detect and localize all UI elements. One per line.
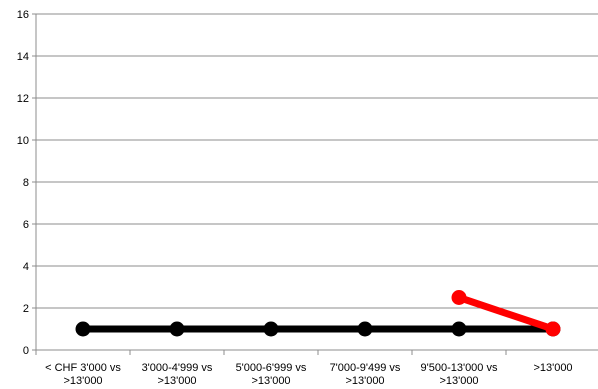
x-tick-label: < CHF 3'000 vs >13'000 (45, 362, 121, 387)
data-point (263, 321, 279, 337)
data-point (169, 321, 185, 337)
x-axis-tick-marks (35, 350, 507, 355)
y-axis-tick-labels: 0 2 4 6 8 10 12 14 16 (17, 9, 29, 357)
x-axis-category-labels: < CHF 3'000 vs >13'000 3'000-4'999 vs >13'0… (45, 362, 572, 387)
y-tick-label: 14 (17, 51, 29, 63)
x-tick-label: >13'000 (533, 362, 572, 374)
x-tick-label: 5'000-6'999 vs >13'000 (236, 362, 307, 387)
data-point (75, 321, 91, 337)
x-tick-label: 7'000-9'499 vs >13'000 (330, 362, 401, 387)
y-tick-label: 10 (17, 135, 29, 147)
data-point (451, 290, 467, 305)
y-tick-label: 0 (23, 345, 29, 357)
y-tick-label: 2 (23, 303, 29, 315)
series-line (455, 294, 557, 333)
data-point (545, 321, 561, 337)
data-point (357, 321, 373, 337)
y-tick-label: 16 (17, 9, 29, 21)
series-2 (451, 290, 561, 337)
gridlines (36, 13, 598, 309)
series-lines (75, 290, 561, 337)
x-tick-label: 3'000-4'999 vs >13'000 (142, 362, 213, 387)
data-point (451, 321, 467, 337)
series-1 (75, 321, 561, 337)
y-tick-label: 6 (23, 219, 29, 231)
y-tick-label: 12 (17, 93, 29, 105)
y-tick-label: 8 (23, 177, 29, 189)
y-tick-label: 4 (23, 261, 29, 273)
x-tick-label: 9'500-13'000 vs >13'000 (421, 362, 498, 387)
